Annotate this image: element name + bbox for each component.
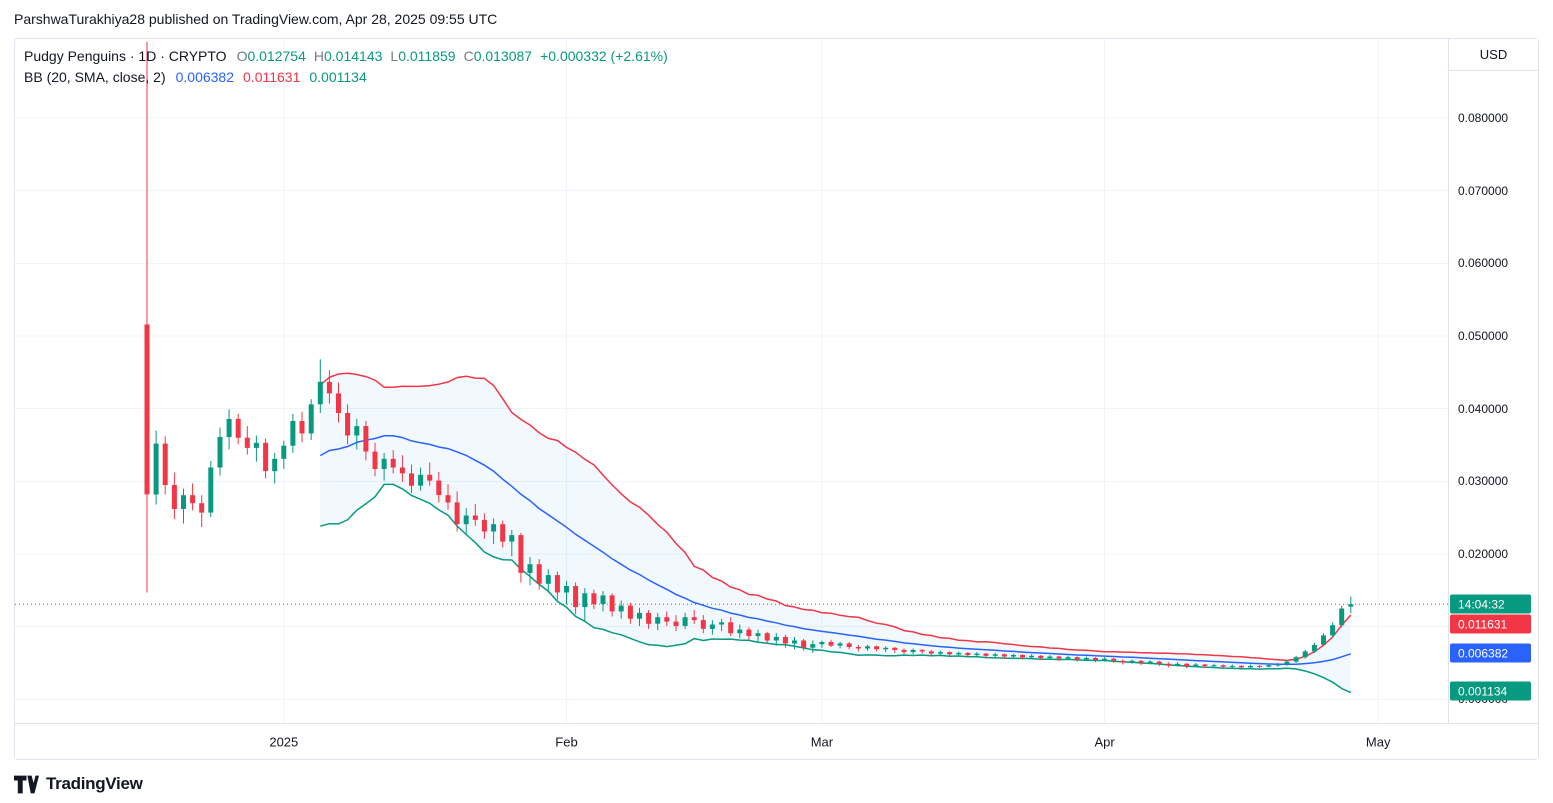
bb-lower-value: 0.001134 xyxy=(309,69,367,85)
price-axis-label: 0.040000 xyxy=(1458,401,1509,416)
footer: TradingView xyxy=(14,774,143,794)
low-letter: L xyxy=(390,48,399,64)
bb-upper-badge: 0.011631 xyxy=(1450,614,1531,634)
chart-frame: Pudgy Penguins · 1D · CRYPTO O 0.012754 H… xyxy=(14,38,1539,760)
tradingview-logo-icon[interactable] xyxy=(14,775,39,794)
price-axis-label: 0.070000 xyxy=(1458,183,1509,198)
open-value: 0.012754 xyxy=(247,48,306,64)
currency-button[interactable]: USD xyxy=(1449,39,1538,71)
price-axis-label: 0.020000 xyxy=(1458,547,1509,561)
time-axis-label: May xyxy=(1365,734,1391,749)
price-axis-label: 0.080000 xyxy=(1458,111,1509,125)
price-axis-label: 0.050000 xyxy=(1458,329,1509,343)
countdown-badge: 14:04:32 xyxy=(1450,594,1531,614)
symbol-legend-row: Pudgy Penguins · 1D · CRYPTO O 0.012754 H… xyxy=(24,46,668,67)
bb-basis-value: 0.006382 xyxy=(175,69,235,85)
high-value: 0.014143 xyxy=(324,48,383,64)
low-value: 0.011859 xyxy=(398,48,456,64)
time-axis-label: 2025 xyxy=(269,734,299,749)
brand-text[interactable]: TradingView xyxy=(46,774,143,793)
bb-basis-badge: 0.006382 xyxy=(1450,643,1531,663)
chart-legend: Pudgy Penguins · 1D · CRYPTO O 0.012754 H… xyxy=(24,46,668,88)
indicator-title[interactable]: BB (20, SMA, close, 2) xyxy=(24,69,166,85)
bb-upper-value: 0.011631 xyxy=(243,69,301,85)
indicator-legend-row: BB (20, SMA, close, 2) 0.006382 0.011631… xyxy=(24,67,668,88)
high-letter: H xyxy=(313,48,324,64)
time-axis-label: Feb xyxy=(555,734,578,749)
price-chart-canvas[interactable] xyxy=(15,39,1448,723)
price-axis-label: 0.060000 xyxy=(1458,256,1509,271)
close-letter: C xyxy=(463,48,474,64)
open-letter: O xyxy=(236,48,248,64)
time-axis-label: Mar xyxy=(810,734,834,749)
time-axis-label: Apr xyxy=(1094,734,1115,749)
time-axis[interactable]: 2025 Feb Mar Apr May xyxy=(15,723,1538,759)
publish-byline: ParshwaTurakhiya28 published on TradingV… xyxy=(14,11,498,27)
price-axis[interactable]: USD 0.080000 0.070000 0.060000 0.050000 0.04… xyxy=(1448,39,1538,723)
symbol-title[interactable]: Pudgy Penguins · 1D · CRYPTO xyxy=(24,48,227,64)
change-value: +0.000332 (+2.61%) xyxy=(540,48,668,64)
bb-lower-badge: 0.001134 xyxy=(1450,681,1531,701)
price-axis-label: 0.030000 xyxy=(1458,474,1509,489)
close-value: 0.013087 xyxy=(473,48,533,64)
